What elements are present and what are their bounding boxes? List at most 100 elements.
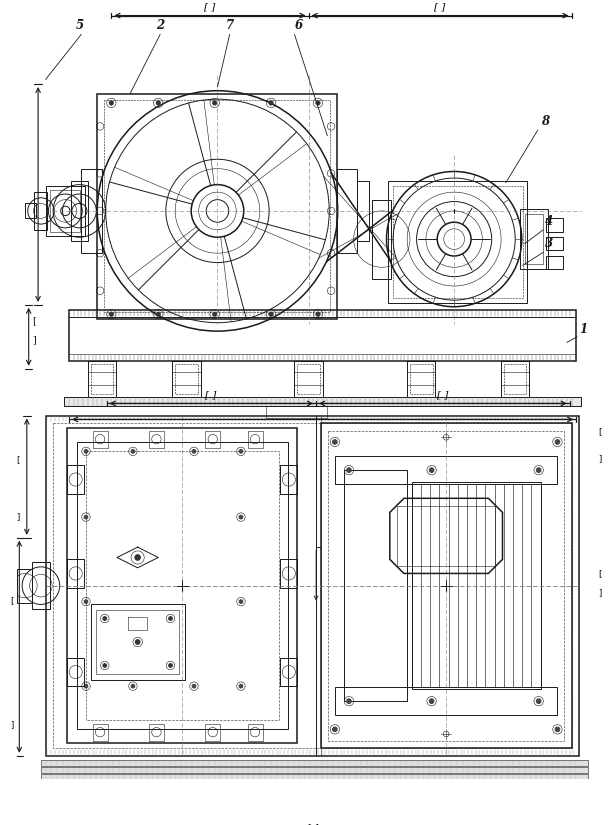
Bar bbox=[205, 724, 221, 741]
Text: [ ]: [ ] bbox=[437, 391, 448, 399]
Bar bbox=[67, 658, 84, 686]
Circle shape bbox=[536, 468, 541, 473]
Circle shape bbox=[555, 440, 560, 445]
Bar bbox=[389, 181, 527, 303]
Text: [ ]: [ ] bbox=[434, 2, 445, 11]
Circle shape bbox=[212, 101, 217, 106]
Circle shape bbox=[239, 600, 243, 604]
Bar bbox=[25, 204, 36, 219]
Bar bbox=[41, 790, 588, 795]
Bar bbox=[280, 465, 298, 493]
Text: 4: 4 bbox=[545, 215, 554, 228]
Bar bbox=[41, 797, 588, 803]
Circle shape bbox=[269, 312, 273, 317]
Bar bbox=[337, 168, 357, 253]
Circle shape bbox=[135, 639, 140, 644]
Circle shape bbox=[84, 684, 88, 688]
Bar bbox=[412, 483, 541, 689]
Bar bbox=[53, 423, 571, 748]
Bar bbox=[328, 431, 564, 741]
Text: [: [ bbox=[32, 317, 36, 326]
Bar bbox=[407, 361, 436, 397]
Text: ]: ] bbox=[10, 720, 13, 729]
Circle shape bbox=[239, 684, 243, 688]
Text: ]: ] bbox=[32, 336, 36, 344]
Bar bbox=[71, 181, 88, 241]
Circle shape bbox=[131, 684, 135, 688]
Text: 8: 8 bbox=[541, 115, 550, 128]
Bar bbox=[18, 568, 32, 602]
Text: 5: 5 bbox=[76, 19, 84, 31]
Bar bbox=[50, 191, 81, 232]
Text: 3: 3 bbox=[545, 237, 554, 250]
Bar bbox=[373, 200, 391, 279]
Text: ]: ] bbox=[16, 512, 20, 521]
Circle shape bbox=[316, 312, 320, 317]
Text: [: [ bbox=[10, 596, 13, 606]
Bar bbox=[46, 416, 579, 756]
Bar bbox=[344, 470, 407, 701]
Circle shape bbox=[192, 684, 196, 688]
Circle shape bbox=[109, 101, 114, 106]
Text: 6: 6 bbox=[295, 19, 302, 31]
Circle shape bbox=[332, 440, 337, 445]
Text: [ ]: [ ] bbox=[307, 823, 318, 825]
Bar bbox=[32, 562, 50, 609]
Circle shape bbox=[103, 616, 107, 620]
Bar bbox=[46, 186, 85, 236]
Circle shape bbox=[536, 699, 541, 704]
Circle shape bbox=[135, 554, 141, 560]
Bar bbox=[335, 456, 557, 484]
Bar bbox=[172, 361, 200, 397]
Bar bbox=[525, 214, 543, 265]
Circle shape bbox=[239, 450, 243, 453]
Bar bbox=[298, 364, 320, 394]
Bar bbox=[546, 219, 563, 232]
Bar bbox=[69, 309, 576, 361]
Circle shape bbox=[239, 515, 243, 519]
Bar bbox=[335, 687, 557, 715]
Circle shape bbox=[192, 450, 196, 453]
Bar bbox=[67, 465, 84, 493]
Bar bbox=[41, 775, 588, 780]
Bar bbox=[92, 431, 108, 448]
Circle shape bbox=[212, 312, 217, 317]
Bar bbox=[175, 364, 198, 394]
Circle shape bbox=[84, 515, 88, 519]
Bar bbox=[67, 428, 298, 743]
Circle shape bbox=[269, 101, 273, 106]
Circle shape bbox=[555, 727, 560, 732]
Bar bbox=[321, 423, 571, 748]
Bar bbox=[520, 209, 548, 269]
Text: [ ]: [ ] bbox=[204, 2, 216, 11]
Bar bbox=[546, 256, 563, 269]
Bar bbox=[247, 431, 263, 448]
Bar bbox=[266, 406, 327, 417]
Bar bbox=[34, 192, 48, 229]
Bar bbox=[149, 724, 164, 741]
Bar bbox=[546, 238, 563, 250]
Bar bbox=[97, 610, 179, 674]
Text: [: [ bbox=[598, 569, 601, 578]
Circle shape bbox=[316, 101, 320, 106]
Text: [: [ bbox=[16, 455, 20, 464]
Bar bbox=[88, 361, 116, 397]
Circle shape bbox=[430, 699, 434, 704]
Text: ]: ] bbox=[598, 454, 601, 463]
Circle shape bbox=[103, 663, 107, 667]
Circle shape bbox=[156, 101, 161, 106]
Bar bbox=[41, 761, 588, 766]
Circle shape bbox=[346, 468, 351, 473]
Text: 2: 2 bbox=[156, 19, 164, 31]
Bar bbox=[90, 364, 113, 394]
Text: 7: 7 bbox=[226, 19, 234, 31]
Bar bbox=[504, 364, 527, 394]
Bar bbox=[280, 658, 298, 686]
Circle shape bbox=[131, 450, 135, 453]
Text: [ ]: [ ] bbox=[205, 391, 216, 399]
Circle shape bbox=[169, 663, 172, 667]
Bar bbox=[41, 767, 588, 772]
Text: [: [ bbox=[598, 427, 601, 436]
Circle shape bbox=[332, 727, 337, 732]
Bar bbox=[41, 804, 588, 810]
